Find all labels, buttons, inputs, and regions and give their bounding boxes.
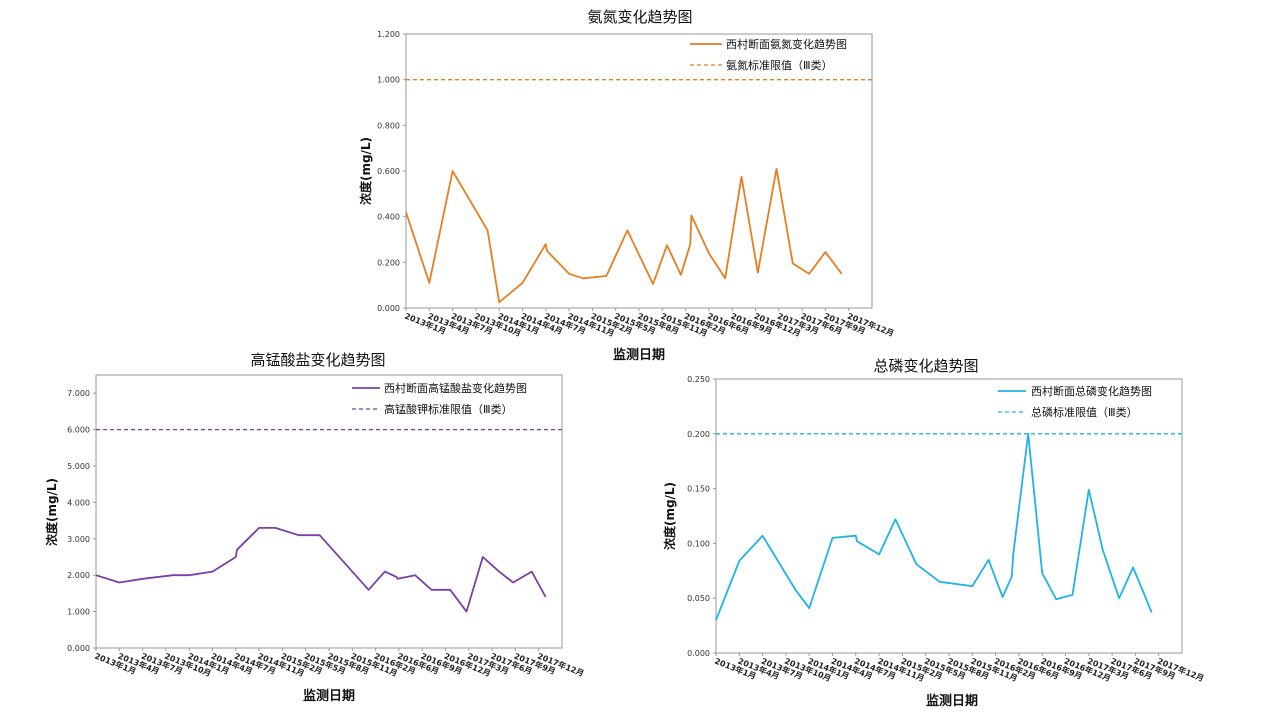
y-tick-label: 0.100 bbox=[687, 539, 710, 548]
series-line bbox=[405, 167, 843, 304]
y-tick-label: 0.800 bbox=[377, 121, 400, 130]
plot-area bbox=[405, 33, 873, 309]
y-tick-label: 0.200 bbox=[687, 430, 710, 439]
series-line bbox=[715, 432, 1153, 621]
y-tick-label: 0.000 bbox=[377, 304, 400, 313]
y-tick-label: 4.000 bbox=[67, 498, 90, 507]
legend-reference-label: 氨氮标准限值（Ⅲ类） bbox=[726, 58, 833, 72]
legend-series-label: 西村断面高锰酸盐变化趋势图 bbox=[384, 381, 527, 395]
ammonia-chart: 氨氮变化趋势图 0.000 0.200 0.400 0.600 0.800 1.000 1.… bbox=[358, 8, 896, 363]
permanganate-chart: 高锰酸盐变化趋势图 0.000 1.000 2.000 3.000 4.000 5.000… bbox=[44, 351, 586, 704]
y-tick-label: 3.000 bbox=[67, 535, 90, 544]
y-tick-label: 0.400 bbox=[377, 213, 400, 222]
legend-series-label: 西村断面氨氮变化趋势图 bbox=[726, 37, 847, 51]
y-tick-label: 0.200 bbox=[377, 258, 400, 267]
y-tick-label: 0.000 bbox=[687, 649, 710, 658]
y-tick-label: 2.000 bbox=[67, 571, 90, 580]
x-axis-label: 监测日期 bbox=[303, 688, 355, 704]
y-ticks: 0.000 0.200 0.400 0.600 0.800 1.000 1.200 bbox=[377, 30, 406, 313]
y-tick-label: 0.000 bbox=[67, 644, 90, 653]
y-tick-label: 0.050 bbox=[687, 594, 710, 603]
legend: 西村断面氨氮变化趋势图 氨氮标准限值（Ⅲ类） bbox=[690, 37, 847, 72]
y-ticks: 0.000 1.000 2.000 3.000 4.000 5.000 6.000 7.000 bbox=[67, 389, 96, 653]
y-tick-label: 1.000 bbox=[377, 76, 400, 85]
legend-series-label: 西村断面总磷变化趋势图 bbox=[1031, 384, 1152, 398]
legend-reference-label: 高锰酸钾标准限值（Ⅲ类） bbox=[384, 402, 513, 416]
chart-title: 高锰酸盐变化趋势图 bbox=[250, 351, 385, 369]
y-axis-label: 浓度(mg/L) bbox=[358, 137, 373, 205]
legend: 西村断面总磷变化趋势图 总磷标准限值（Ⅲ类） bbox=[998, 384, 1152, 419]
x-axis-label: 监测日期 bbox=[613, 347, 665, 363]
phosphorus-chart: 总磷变化趋势图 0.000 0.050 0.100 0.150 0.200 0.250 2… bbox=[662, 357, 1206, 709]
chart-title: 氨氮变化趋势图 bbox=[587, 8, 692, 26]
y-tick-label: 6.000 bbox=[67, 426, 90, 435]
y-axis-label: 浓度(mg/L) bbox=[44, 478, 59, 546]
x-ticks: 2013年1月2013年4月2013年7月2013年10月2014年1月2014… bbox=[93, 648, 586, 678]
y-tick-label: 0.600 bbox=[377, 167, 400, 176]
series-line bbox=[95, 526, 547, 613]
legend: 西村断面高锰酸盐变化趋势图 高锰酸钾标准限值（Ⅲ类） bbox=[352, 381, 527, 416]
plot-area bbox=[715, 378, 1183, 654]
y-tick-label: 0.150 bbox=[687, 485, 710, 494]
x-ticks: 2013年1月2013年4月2013年7月2013年10月2014年1月2014… bbox=[713, 653, 1206, 683]
x-axis-label: 监测日期 bbox=[926, 693, 978, 709]
y-ticks: 0.000 0.050 0.100 0.150 0.200 0.250 bbox=[687, 375, 716, 658]
chart-title: 总磷变化趋势图 bbox=[873, 357, 978, 375]
legend-reference-label: 总磷标准限值（Ⅲ类） bbox=[1031, 405, 1138, 419]
y-axis-label: 浓度(mg/L) bbox=[662, 482, 677, 550]
y-tick-label: 1.000 bbox=[67, 608, 90, 617]
y-tick-label: 5.000 bbox=[67, 462, 90, 471]
y-tick-label: 1.200 bbox=[377, 30, 400, 39]
y-tick-label: 0.250 bbox=[687, 375, 710, 384]
x-ticks: 2013年1月2013年4月2013年7月2013年10月2014年1月2014… bbox=[403, 308, 896, 338]
y-tick-label: 7.000 bbox=[67, 389, 90, 398]
